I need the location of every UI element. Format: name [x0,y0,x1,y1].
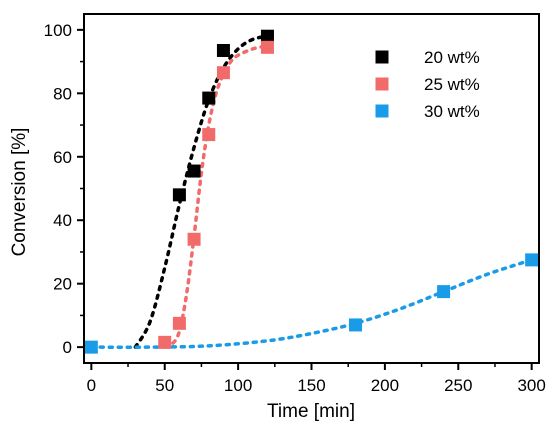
data-point [172,316,186,330]
legend-label: 20 wt% [424,48,480,67]
data-point [216,66,230,80]
x-tick-label: 200 [371,376,399,395]
y-axis-label: Conversion [%] [9,128,30,257]
data-point [216,43,230,57]
x-tick-label: 300 [517,376,545,395]
data-point [202,91,216,105]
x-tick-label: 0 [87,376,96,395]
fit-curve-2 [162,43,270,348]
data-point [260,40,274,54]
data-point [349,318,363,332]
data-markers [84,29,539,354]
data-point [187,164,201,178]
legend-marker [375,50,389,64]
y-tick-label: 80 [53,84,72,103]
data-point [187,232,201,246]
data-point [525,253,539,267]
data-point [202,128,216,142]
x-tick-label: 250 [444,376,472,395]
data-point [260,29,274,43]
legend-marker [375,77,389,91]
legend-label: 30 wt% [424,102,480,121]
legend-marker [375,104,389,118]
y-tick-label: 40 [53,211,72,230]
x-axis-label: Time [min] [267,401,355,422]
data-point [84,340,98,354]
y-tick-label: 0 [63,338,72,357]
fit-curve-1 [133,34,270,349]
y-tick-label: 100 [44,21,72,40]
x-axis-ticks: 0 50 100 150 200 250 300 [87,363,546,395]
data-point [158,335,172,349]
legend-label: 25 wt% [424,75,480,94]
legend: 20 wt% 25 wt% 30 wt% [375,48,480,121]
fit-curve-3 [89,258,534,349]
data-point [172,188,186,202]
data-point [437,285,451,299]
y-axis-ticks: 0 20 40 60 80 100 [44,21,84,357]
fit-curves [89,34,534,349]
x-tick-label: 100 [224,376,252,395]
y-tick-label: 20 [53,275,72,294]
x-tick-label: 50 [155,376,174,395]
y-tick-label: 60 [53,148,72,167]
x-tick-label: 150 [297,376,325,395]
